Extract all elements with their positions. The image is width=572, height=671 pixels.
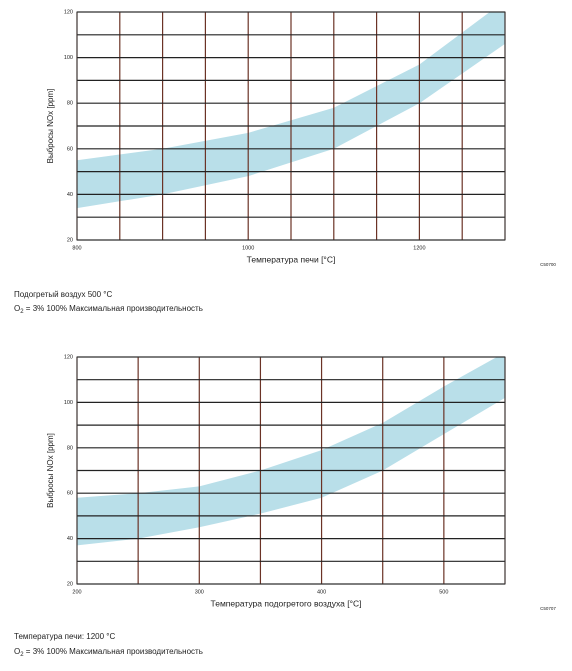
figure-code: C50707 <box>540 606 556 611</box>
x-tick-label: 400 <box>317 589 326 595</box>
note: Подогретый воздух 500 °C <box>14 290 112 299</box>
y-tick-label: 80 <box>67 101 73 107</box>
x-tick-label: 200 <box>72 589 81 595</box>
plot-frame <box>76 356 506 585</box>
x-tick-label: 1000 <box>242 245 254 251</box>
y-axis-label: Выбросы NOx [ppm] <box>46 89 55 164</box>
x-tick-label: 500 <box>439 589 448 595</box>
y-tick-label: 60 <box>67 146 73 152</box>
note-subscript: 2 <box>20 652 24 658</box>
x-axis-label: Температура подогретого воздуха [°C] <box>211 598 362 608</box>
note: O2 = 3% 100% Максимальная производительн… <box>14 304 203 314</box>
y-tick-label: 80 <box>67 445 73 451</box>
x-tick-label: 300 <box>195 589 204 595</box>
note: Температура печи: 1200 °C <box>14 632 115 641</box>
band <box>77 12 505 209</box>
figure-code: C50700 <box>540 262 556 267</box>
y-tick-label: 20 <box>67 237 73 243</box>
y-tick-label: 100 <box>64 400 73 406</box>
y-tick-label: 20 <box>67 581 73 587</box>
y-axis-label: Выбросы NOx [ppm] <box>46 433 55 508</box>
y-tick-label: 60 <box>67 491 73 497</box>
note-prefix: O <box>14 647 20 656</box>
x-axis-label: Температура печи [°C] <box>247 254 336 264</box>
x-tick-label: 1200 <box>413 245 425 251</box>
note-text: Подогретый воздух 500 °C <box>14 290 112 299</box>
plot-frame <box>76 11 506 241</box>
note: O2 = 3% 100% Максимальная производительн… <box>14 647 203 657</box>
note-prefix: O <box>14 304 20 313</box>
x-tick-label: 800 <box>72 245 81 251</box>
y-tick-label: 100 <box>64 55 73 61</box>
note-subscript: 2 <box>20 309 24 315</box>
y-tick-label: 40 <box>67 192 73 198</box>
note-text: = 3% 100% Максимальная производительност… <box>24 304 203 313</box>
band <box>77 357 505 546</box>
note-text: = 3% 100% Максимальная производительност… <box>24 647 203 656</box>
y-tick-label: 120 <box>64 9 73 15</box>
y-tick-label: 120 <box>64 354 73 360</box>
note-text: Температура печи: 1200 °C <box>14 632 115 641</box>
y-tick-label: 40 <box>67 536 73 542</box>
